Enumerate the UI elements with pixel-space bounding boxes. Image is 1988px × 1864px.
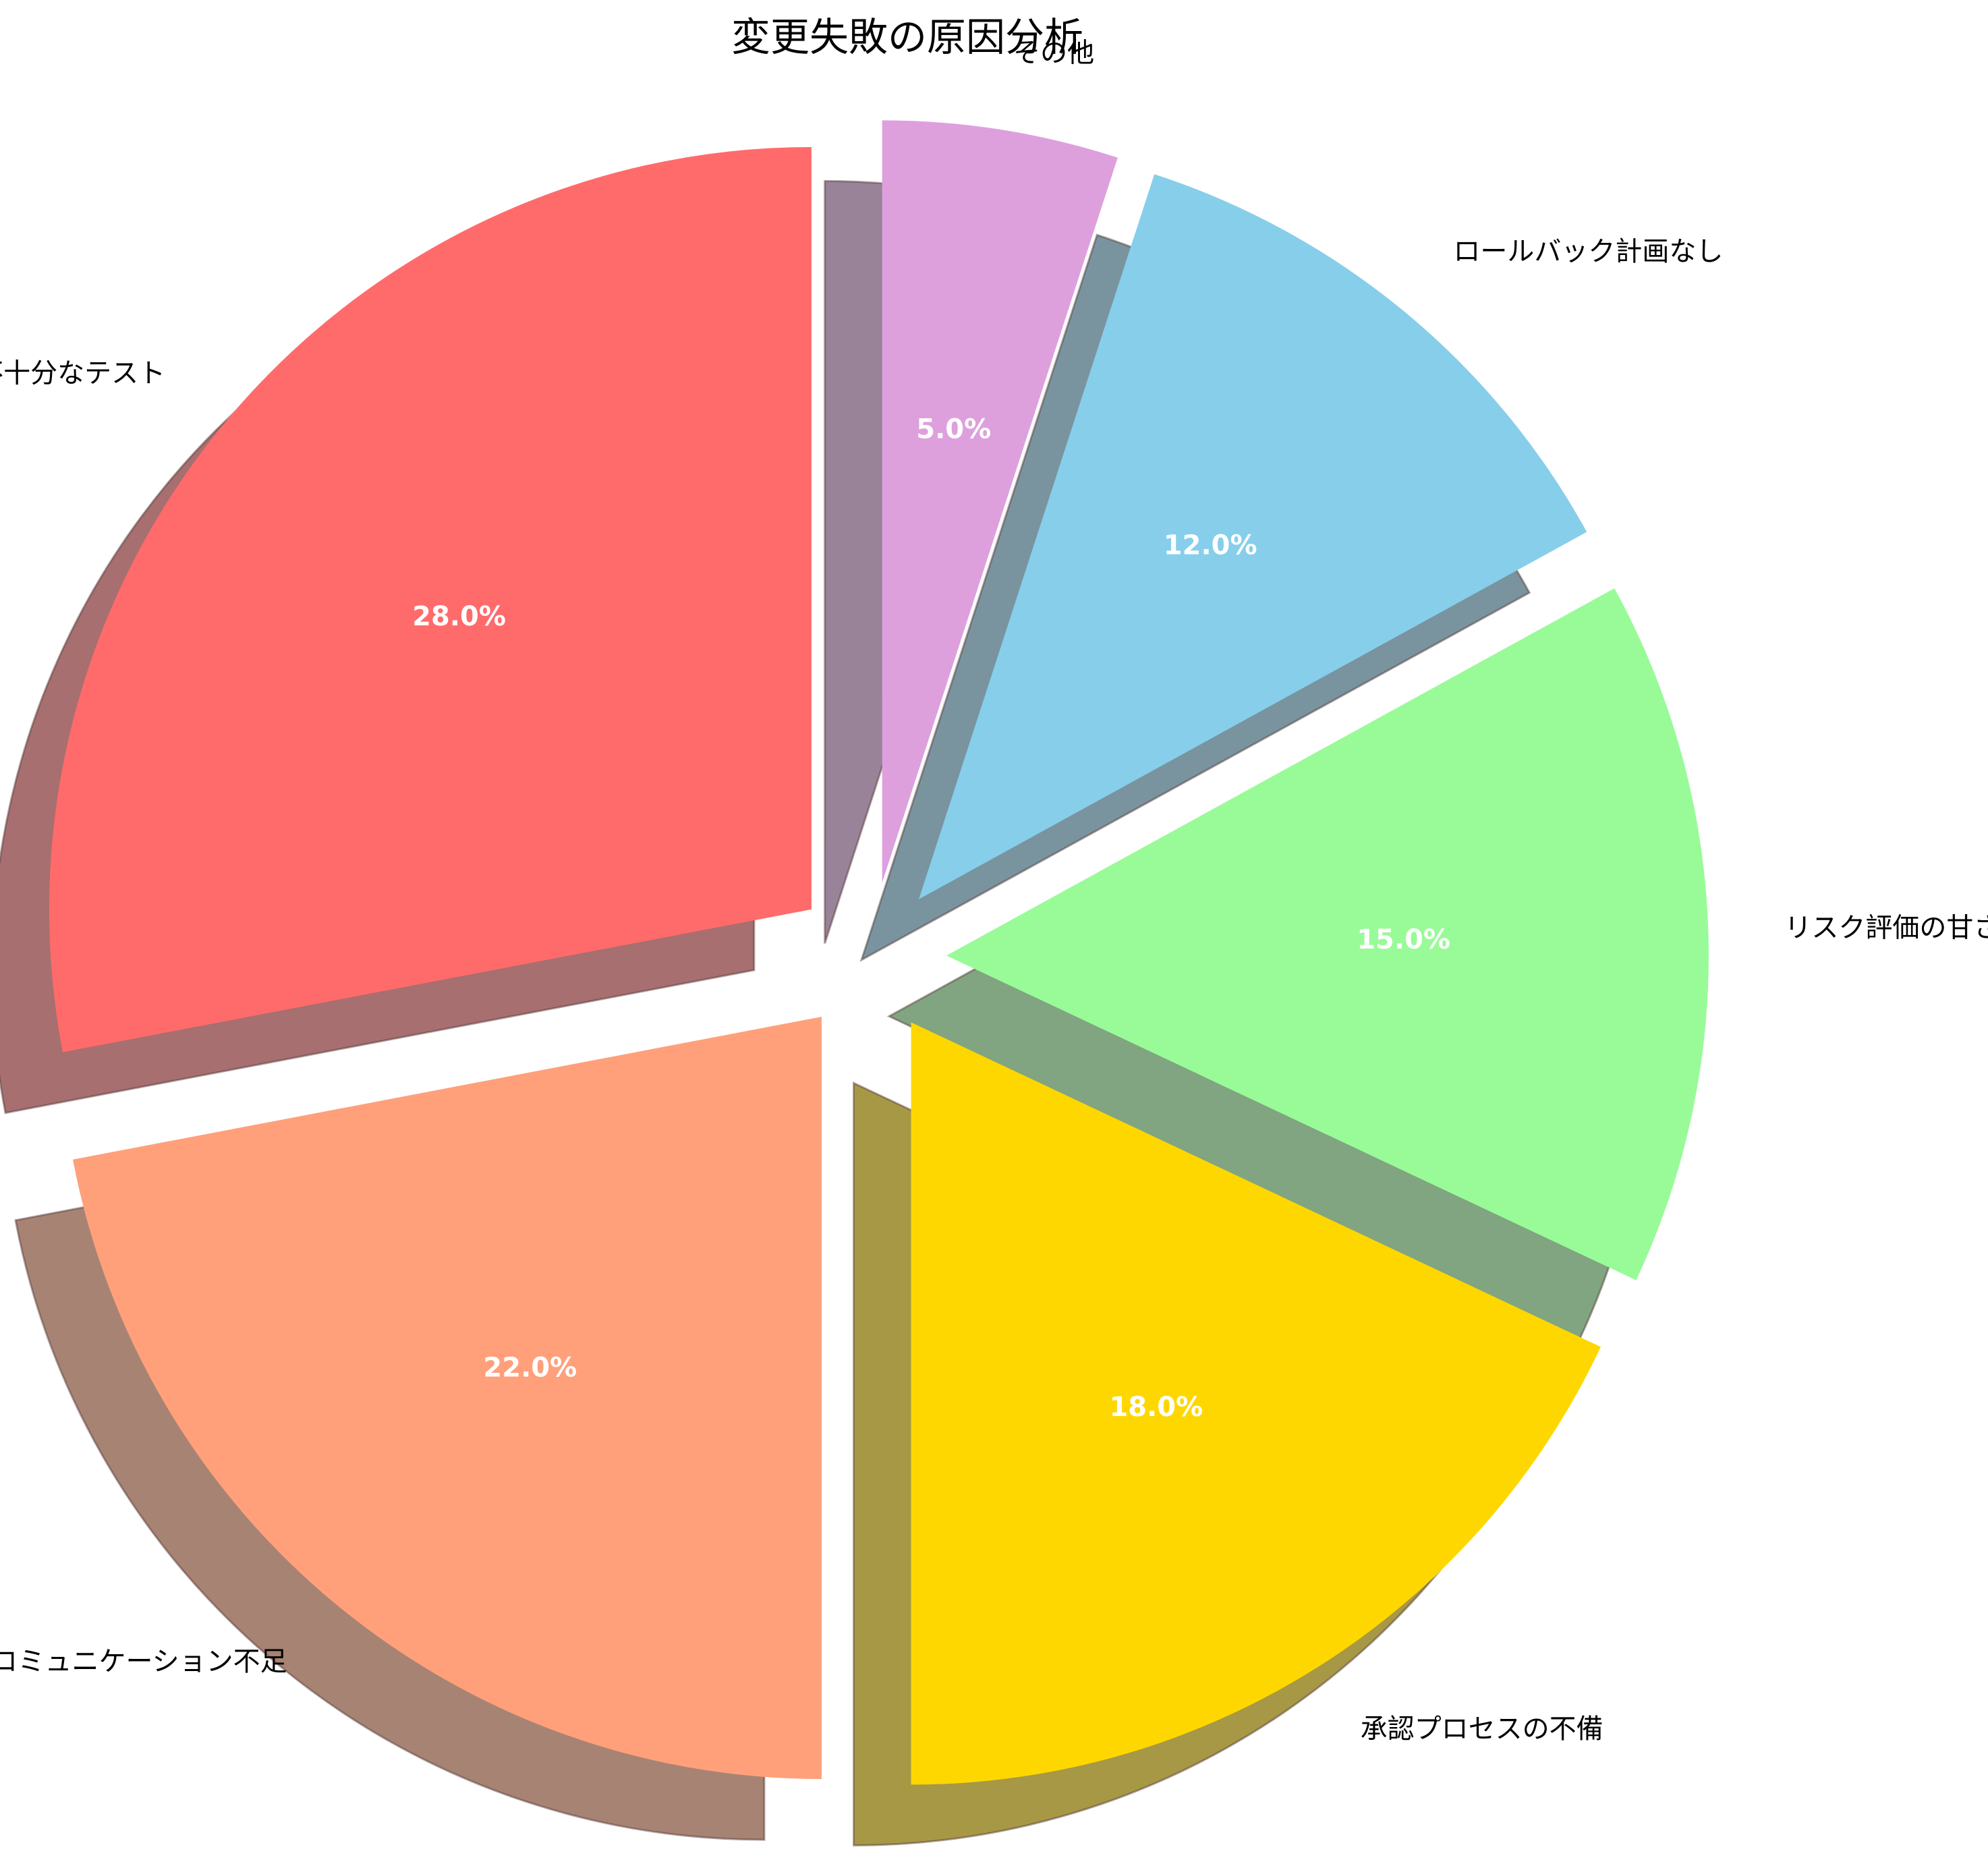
slice-label: コミュニケーション不足 — [0, 1646, 287, 1677]
slice-percent-label: 15.0% — [1357, 924, 1450, 955]
pie-slice — [49, 146, 812, 1052]
label-layer: その他 5.0% ロールバック計画なし 12.0% リスク評価の甘さ 15.0% 承認プロセ… — [0, 38, 1988, 1745]
pie-slice — [919, 174, 1587, 899]
slice-label: その他 — [1013, 38, 1094, 69]
slice-percent-label: 22.0% — [483, 1352, 577, 1383]
slice-layer — [49, 120, 1709, 1785]
slice-percent-label: 12.0% — [1164, 530, 1257, 561]
slice-label: 不十分なテスト — [0, 358, 165, 389]
slice-percent-label: 28.0% — [412, 601, 506, 632]
slice-label: ロールバック計画なし — [1453, 236, 1723, 267]
slice-percent-label: 18.0% — [1109, 1392, 1203, 1423]
pie-slice — [72, 1017, 822, 1780]
slice-label: リスク評価の甘さ — [1784, 912, 1988, 943]
pie-slice — [946, 588, 1709, 1280]
slice-percent-label: 5.0% — [916, 414, 991, 445]
chart-title: 変更失敗の原因分析 — [731, 14, 1083, 60]
pie-slice — [882, 120, 1118, 883]
slice-label: 承認プロセスの不備 — [1361, 1714, 1603, 1745]
pie-slice — [911, 1022, 1601, 1785]
